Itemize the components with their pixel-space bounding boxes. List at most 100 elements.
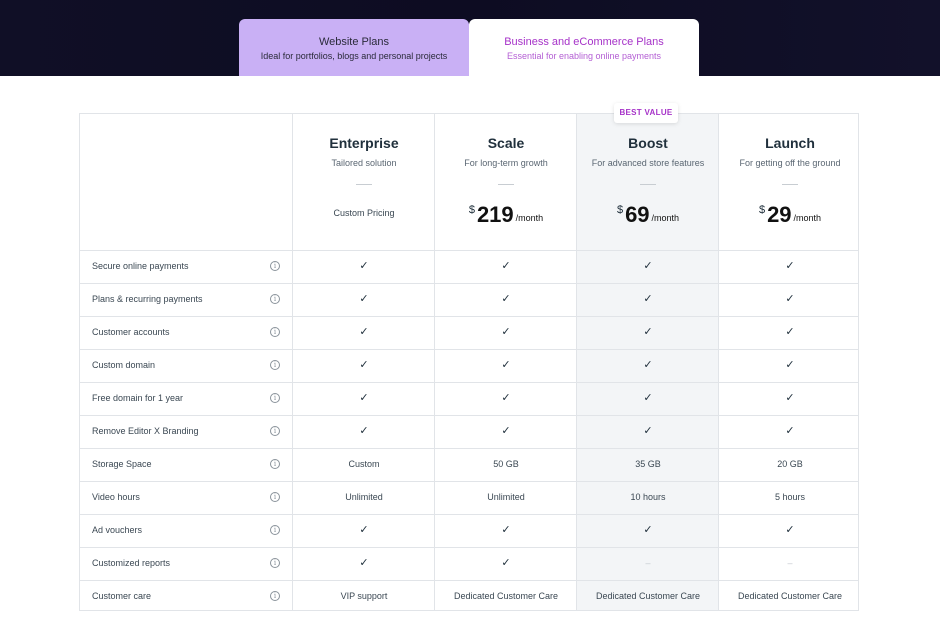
row-divider: [80, 415, 858, 416]
feature-label: Customer accounts: [92, 327, 170, 337]
feature-row-custom-domain: Custom domain i: [80, 349, 292, 382]
feature-value: Dedicated Customer Care: [453, 591, 559, 601]
plan-name: Boost: [628, 135, 668, 151]
price-amount: 29: [767, 202, 792, 227]
feature-label: Storage Space: [92, 459, 152, 469]
check-icon: ✓: [643, 425, 653, 437]
check-icon: ✓: [359, 326, 369, 338]
check-icon: ✓: [643, 359, 653, 371]
feature-value: Unlimited: [487, 492, 525, 502]
custom-pricing: Custom Pricing: [333, 208, 395, 218]
check-icon: ✓: [359, 392, 369, 404]
info-icon[interactable]: i: [270, 393, 280, 403]
row-divider: [80, 514, 858, 515]
feature-value: 5 hours: [774, 492, 806, 502]
feature-value: Unlimited: [345, 492, 383, 502]
not-included-dash: –: [787, 558, 793, 568]
info-icon[interactable]: i: [270, 525, 280, 535]
row-divider: [80, 250, 858, 251]
check-icon: ✓: [359, 293, 369, 305]
plan-price: $219/month: [435, 202, 577, 228]
feature-value: VIP support: [340, 591, 388, 601]
row-divider: [80, 316, 858, 317]
feature-value: Dedicated Customer Care: [737, 591, 843, 601]
separator: [640, 184, 656, 185]
pricing-table: Enterprise Tailored solution Custom Pricin…: [79, 113, 859, 611]
row-divider: [80, 580, 858, 581]
feature-value: 10 hours: [630, 492, 666, 502]
feature-value: 50 GB: [493, 459, 519, 469]
feature-row-plans-recurring-payments: Plans & recurring payments i: [80, 283, 292, 316]
row-divider: [80, 448, 858, 449]
info-icon[interactable]: i: [270, 459, 280, 469]
feature-row-customer-care: Customer care i: [80, 580, 292, 613]
check-icon: ✓: [785, 326, 795, 338]
separator: [498, 184, 514, 185]
check-icon: ✓: [643, 260, 653, 272]
check-icon: ✓: [501, 524, 511, 536]
feature-label: Customized reports: [92, 558, 171, 568]
feature-label: Free domain for 1 year: [92, 393, 184, 403]
check-icon: ✓: [785, 392, 795, 404]
feature-label: Ad vouchers: [92, 525, 143, 535]
check-icon: ✓: [501, 425, 511, 437]
price-amount: 69: [625, 202, 650, 227]
tab-website-plans[interactable]: Website Plans Ideal for portfolios, blog…: [239, 19, 469, 76]
info-icon[interactable]: i: [270, 426, 280, 436]
row-divider: [80, 481, 858, 482]
feature-row-storage-space: Storage Space i: [80, 448, 292, 481]
tab-business-subtitle: Essential for enabling online payments: [506, 51, 662, 61]
tab-business-plans[interactable]: Business and eCommerce Plans Essential f…: [469, 19, 699, 76]
feature-row-remove-editor-x-branding: Remove Editor X Branding i: [80, 415, 292, 448]
row-divider: [80, 382, 858, 383]
column-divider: [718, 114, 719, 610]
feature-row-customized-reports: Customized reports i: [80, 547, 292, 580]
plan-name: Enterprise: [329, 135, 399, 151]
tab-website-subtitle: Ideal for portfolios, blogs and personal…: [260, 51, 448, 61]
info-icon[interactable]: i: [270, 591, 280, 601]
check-icon: ✓: [359, 557, 369, 569]
info-icon[interactable]: i: [270, 492, 280, 502]
column-divider: [434, 114, 435, 610]
info-icon[interactable]: i: [270, 327, 280, 337]
info-icon[interactable]: i: [270, 558, 280, 568]
feature-value: Dedicated Customer Care: [595, 591, 701, 601]
check-icon: ✓: [501, 293, 511, 305]
check-icon: ✓: [785, 524, 795, 536]
check-icon: ✓: [359, 260, 369, 272]
feature-label: Remove Editor X Branding: [92, 426, 199, 436]
check-icon: ✓: [359, 359, 369, 371]
row-divider: [80, 349, 858, 350]
row-divider: [80, 283, 858, 284]
plan-description: For long-term growth: [464, 158, 548, 168]
plan-name: Scale: [487, 135, 525, 151]
plan-name: Launch: [765, 135, 815, 151]
column-divider: [292, 114, 293, 610]
info-icon[interactable]: i: [270, 261, 280, 271]
check-icon: ✓: [785, 293, 795, 305]
best-value-badge: BEST VALUE: [614, 103, 678, 123]
check-icon: ✓: [785, 359, 795, 371]
currency-symbol: $: [758, 204, 766, 216]
check-icon: ✓: [359, 425, 369, 437]
feature-value: Custom: [348, 459, 380, 469]
check-icon: ✓: [643, 392, 653, 404]
highlight-column: [576, 114, 718, 610]
check-icon: ✓: [643, 293, 653, 305]
check-icon: ✓: [785, 260, 795, 272]
check-icon: ✓: [501, 392, 511, 404]
feature-label: Secure online payments: [92, 261, 189, 271]
info-icon[interactable]: i: [270, 360, 280, 370]
plan-header-launch: Launch For getting off the ground $29/mont…: [719, 114, 861, 250]
check-icon: ✓: [359, 524, 369, 536]
column-divider: [576, 114, 577, 610]
tab-website-title: Website Plans: [318, 36, 390, 48]
separator: [782, 184, 798, 185]
check-icon: ✓: [501, 326, 511, 338]
feature-row-secure-online-payments: Secure online payments i: [80, 250, 292, 283]
check-icon: ✓: [501, 557, 511, 569]
plan-description: For getting off the ground: [739, 158, 841, 168]
feature-row-customer-accounts: Customer accounts i: [80, 316, 292, 349]
check-icon: ✓: [643, 326, 653, 338]
info-icon[interactable]: i: [270, 294, 280, 304]
